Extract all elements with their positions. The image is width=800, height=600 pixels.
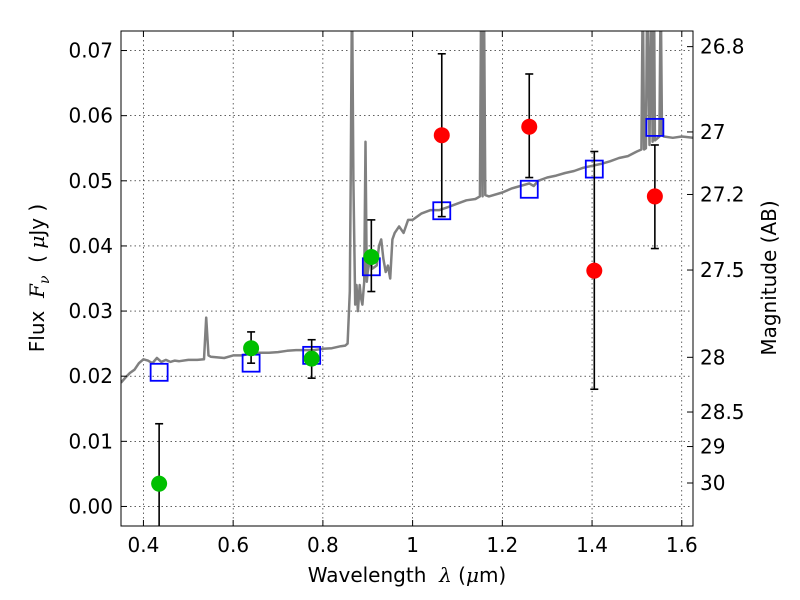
y-axis-title-open: ( xyxy=(25,249,49,276)
y-tick-label: 0.02 xyxy=(68,364,113,388)
x-axis-title-mu: μ xyxy=(466,563,479,587)
detection-point xyxy=(303,350,320,367)
model-square xyxy=(149,362,169,382)
model-square xyxy=(519,179,539,199)
model-square xyxy=(645,117,665,137)
x-axis-title-lambda: λ xyxy=(438,563,452,587)
plot-frame xyxy=(120,30,694,527)
x-tick-label: 1.6 xyxy=(666,533,698,557)
plot-background xyxy=(121,31,693,526)
y-axis-title-nu: ν xyxy=(37,275,53,284)
y-tick-label: 0.05 xyxy=(68,169,113,193)
y2-axis-title: Magnitude (AB) xyxy=(757,200,781,355)
y-axis-title-word: Flux xyxy=(25,298,49,352)
y2-tick-label: 27 xyxy=(700,120,725,144)
data-layer xyxy=(121,31,693,526)
y-axis-title: Flux Fν ( μJy ) xyxy=(25,204,53,352)
y2-tick-label: 29 xyxy=(700,435,725,459)
non-detection-point xyxy=(433,127,450,144)
x-tick-label: 0.6 xyxy=(217,533,249,557)
x-tick-label: 0.4 xyxy=(128,533,160,557)
non-detection-point xyxy=(646,188,663,205)
non-detection-point xyxy=(586,262,603,279)
y2-tick-label: 28 xyxy=(700,345,725,369)
y2-tick-label: 27.2 xyxy=(700,182,745,206)
detection-point xyxy=(363,249,380,266)
y-axis-title-f: F xyxy=(25,283,49,299)
x-tick-label: 0.8 xyxy=(307,533,339,557)
x-axis-title-word: Wavelength xyxy=(308,563,439,587)
y-axis-title-mu: μ xyxy=(25,236,49,249)
x-axis-title-open: ( xyxy=(452,563,466,587)
y2-tick-label: 27.5 xyxy=(700,258,745,282)
non-detection-point xyxy=(521,118,538,135)
x-tick-label: 1 xyxy=(406,533,419,557)
y2-tick-label: 26.8 xyxy=(700,35,745,59)
y-tick-label: 0.07 xyxy=(68,39,113,63)
detection-point xyxy=(243,340,260,357)
y-tick-label: 0.01 xyxy=(68,429,113,453)
axis-ticks: 0.4 0.6 0.8 1 1.2 1.4 1.6 0.00 0.01 0.02 0.03 0.04 0… xyxy=(68,31,745,557)
detection-point xyxy=(151,475,168,492)
x-axis-title: Wavelength λ (μm) xyxy=(308,563,507,587)
y-tick-label: 0.00 xyxy=(68,494,113,518)
x-tick-label: 1.4 xyxy=(576,533,608,557)
x-axis-title-unit: m) xyxy=(479,563,506,587)
y-axis-title-unit: Jy ) xyxy=(25,204,49,238)
y-tick-label: 0.06 xyxy=(68,104,113,128)
y-tick-label: 0.04 xyxy=(68,234,113,258)
spectrum-line xyxy=(121,31,693,384)
y-tick-label: 0.03 xyxy=(68,299,113,323)
grid-lines xyxy=(121,31,693,526)
x-tick-label: 1.2 xyxy=(486,533,518,557)
y2-tick-label: 30 xyxy=(700,471,725,495)
y2-tick-label: 28.5 xyxy=(700,400,745,424)
